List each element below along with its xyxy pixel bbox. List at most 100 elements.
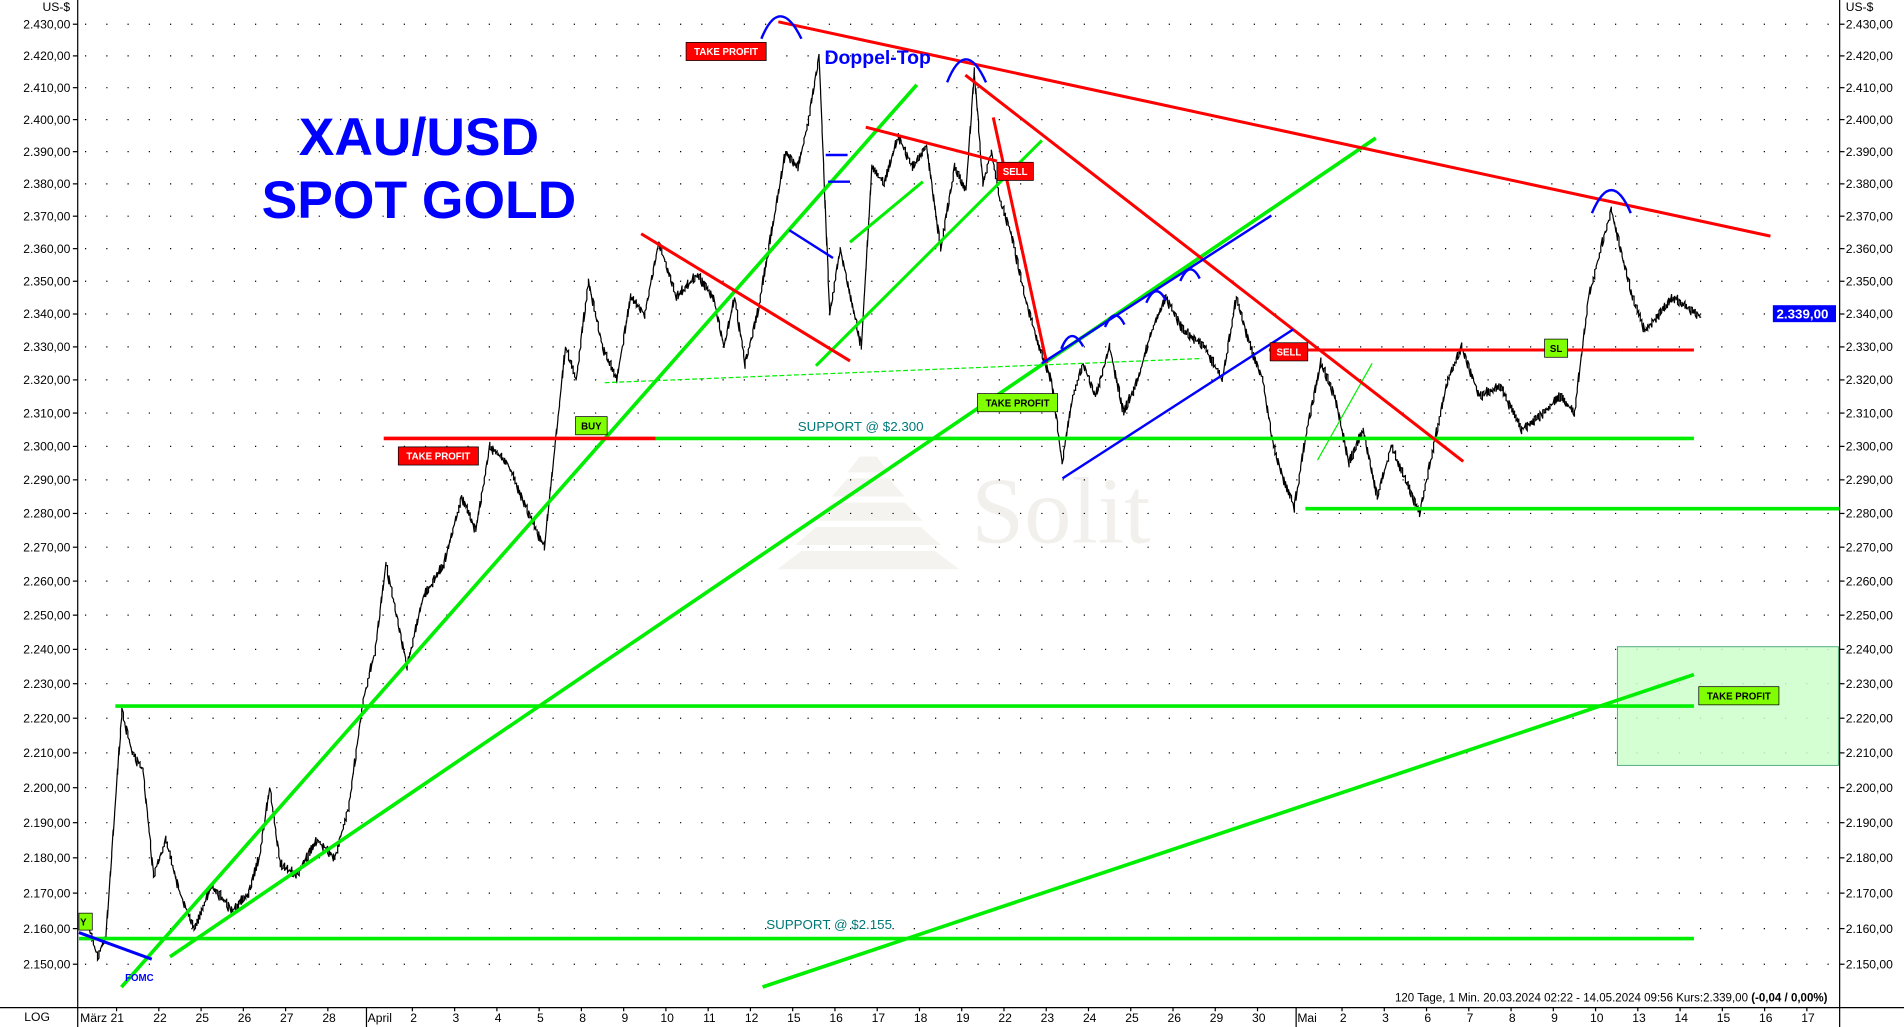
x-tick-label: 27: [280, 1011, 294, 1025]
y-tick-label-left: 2.180,00: [23, 851, 70, 865]
y-tick-label-left: 2.320,00: [23, 373, 70, 387]
tp-top-label: TAKE PROFIT: [685, 42, 767, 61]
x-tick-label: Mai: [1297, 1011, 1317, 1025]
y-tick-label-right: 2.340,00: [1846, 307, 1893, 321]
x-tick-label: 15: [787, 1011, 801, 1025]
y-tick-label-right: 2.420,00: [1846, 49, 1893, 63]
buy-label: BUY: [575, 416, 608, 436]
x-tick-label: 16: [1759, 1011, 1773, 1025]
uptrend-line-3: [761, 672, 1695, 989]
y-tick-label-right: 2.240,00: [1846, 643, 1893, 657]
sell-label-1: SELL: [996, 161, 1034, 181]
dashed-neckline: [604, 357, 1203, 384]
y-tick-label-left: 2.250,00: [23, 608, 70, 622]
x-tick-label: 7: [1467, 1011, 1474, 1025]
y-tick-label-left: 2.290,00: [23, 473, 70, 487]
log-scale-label[interactable]: LOG: [24, 1010, 50, 1024]
support-2155-label: SUPPORT @ $2.155: [766, 917, 892, 932]
y-tick-label-left: 2.370,00: [23, 209, 70, 223]
y-axis-ticks: 2.150,00 2.150,00 2.160,00 2.160,00 2.170,00…: [23, 17, 1893, 971]
y-tick-label-left: 2.340,00: [23, 307, 70, 321]
x-tick-label: 24: [1083, 1011, 1097, 1025]
x-tick-label: 17: [872, 1011, 886, 1025]
svg-text:SELL: SELL: [1003, 167, 1028, 178]
sl-label: SL: [1544, 338, 1569, 358]
sell-label-2: SELL: [1269, 342, 1309, 362]
flag-line: [788, 229, 834, 259]
x-tick-label: 22: [998, 1011, 1012, 1025]
resistance-top-line: [778, 20, 1771, 238]
x-tick-label: April: [368, 1011, 392, 1025]
y-tick-label-right: 2.160,00: [1846, 922, 1893, 936]
y-tick-label-right: 2.300,00: [1846, 440, 1893, 454]
short-channel-line-1: [849, 180, 924, 244]
x-tick-label: 14: [1675, 1011, 1689, 1025]
y-tick-label-left: 2.220,00: [23, 711, 70, 725]
x-tick-label: 13: [1632, 1011, 1646, 1025]
y-marker-label: Y: [78, 912, 93, 931]
unit-label-left: US-$: [43, 0, 71, 14]
uptrend-line-2: [168, 136, 1377, 959]
x-tick-label: 17: [1801, 1011, 1815, 1025]
x-tick-label: 2: [1340, 1011, 1347, 1025]
y-tick-label-right: 2.350,00: [1846, 275, 1893, 289]
y-tick-label-left: 2.310,00: [23, 406, 70, 420]
y-tick-label-right: 2.220,00: [1846, 711, 1893, 725]
y-tick-label-right: 2.230,00: [1846, 677, 1893, 691]
svg-text:TAKE PROFIT: TAKE PROFIT: [694, 47, 758, 58]
y-tick-label-right: 2.430,00: [1846, 17, 1893, 31]
y-tick-label-right: 2.270,00: [1846, 540, 1893, 554]
svg-text:SELL: SELL: [1277, 347, 1302, 358]
green-trendlines: [78, 83, 1840, 989]
svg-text:BUY: BUY: [581, 421, 602, 432]
y-tick-label-left: 2.390,00: [23, 145, 70, 159]
x-axis-ticks: März 21 22 25 26 27 28 April 2 3 4 5 8 9 10 11 12 15 16 17…: [80, 1007, 1815, 1027]
x-tick-label: 10: [660, 1011, 674, 1025]
svg-text:Y: Y: [80, 917, 87, 928]
x-tick-label: 19: [956, 1011, 970, 1025]
y-tick-label-right: 2.330,00: [1846, 340, 1893, 354]
small-arc-1: [1060, 334, 1085, 350]
svg-text:TAKE PROFIT: TAKE PROFIT: [1707, 691, 1771, 702]
svg-text:TAKE PROFIT: TAKE PROFIT: [406, 452, 470, 463]
x-tick-label: 15: [1717, 1011, 1731, 1025]
x-tick-label: 22: [153, 1011, 167, 1025]
peak-arc-3: [1590, 189, 1632, 214]
x-tick-label: 23: [1041, 1011, 1055, 1025]
small-arc-3: [1145, 290, 1167, 304]
uptrend-line-1: [120, 83, 919, 989]
x-tick-label: 5: [537, 1011, 544, 1025]
channel-lower-line: [1061, 328, 1294, 480]
y-tick-label-left: 2.420,00: [23, 49, 70, 63]
price-line: [88, 53, 1702, 963]
y-tick-label-left: 2.150,00: [23, 957, 70, 971]
support-2300-label: SUPPORT @ $2.300: [798, 419, 924, 434]
price-series: [88, 53, 1702, 963]
x-tick-label: 10: [1590, 1011, 1604, 1025]
y-tick-label-left: 2.430,00: [23, 17, 70, 31]
y-tick-label-right: 2.390,00: [1846, 145, 1893, 159]
x-tick-label: 6: [1424, 1011, 1431, 1025]
downtrend-line: [964, 73, 1465, 463]
y-tick-label-right: 2.210,00: [1846, 746, 1893, 760]
x-tick-label: 3: [1382, 1011, 1389, 1025]
y-tick-label-right: 2.170,00: [1846, 886, 1893, 900]
x-tick-label: 26: [1167, 1011, 1181, 1025]
y-tick-label-right: 2.260,00: [1846, 574, 1893, 588]
y-tick-label-left: 2.380,00: [23, 177, 70, 191]
unit-label-right: US-$: [1846, 0, 1874, 14]
y-tick-label-right: 2.190,00: [1846, 816, 1893, 830]
x-tick-label: 8: [579, 1011, 586, 1025]
svg-text:2.339,00: 2.339,00: [1777, 307, 1829, 322]
tp-left-label: TAKE PROFIT: [397, 446, 479, 466]
y-tick-label-right: 2.410,00: [1846, 81, 1893, 95]
x-tick-label: 9: [621, 1011, 628, 1025]
x-tick-label: März 21: [80, 1011, 124, 1025]
small-arc-4: [1179, 268, 1201, 282]
x-tick-label: 25: [1125, 1011, 1139, 1025]
x-tick-label: 25: [196, 1011, 210, 1025]
info-text: 120 Tage, 1 Min. 20.03.2024 02:22 - 14.0…: [1395, 993, 1828, 1005]
red-trendlines: [383, 20, 1771, 463]
y-tick-label-right: 2.290,00: [1846, 473, 1893, 487]
y-tick-label-right: 2.320,00: [1846, 373, 1893, 387]
